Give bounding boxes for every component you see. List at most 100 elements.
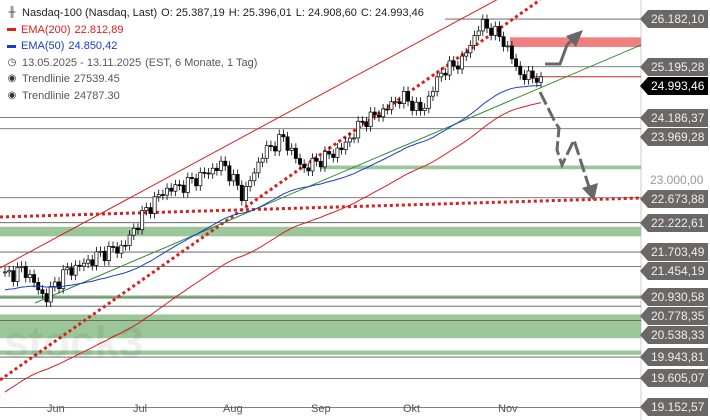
candle xyxy=(505,45,510,48)
candle xyxy=(111,246,115,248)
candle xyxy=(214,167,219,171)
candle xyxy=(268,145,273,147)
candle xyxy=(32,274,37,283)
month-label: Jun xyxy=(47,403,65,415)
arrow-head-icon xyxy=(566,30,583,47)
candle xyxy=(7,270,12,273)
candle xyxy=(451,60,456,67)
ema200-swatch-icon xyxy=(7,28,16,32)
candle xyxy=(148,207,153,214)
candle xyxy=(206,172,211,175)
candle xyxy=(140,210,145,231)
candle xyxy=(185,177,190,193)
candle xyxy=(273,145,278,152)
price-tag: 22.673,88 xyxy=(639,190,709,208)
candle xyxy=(57,281,61,289)
price-tag: 21.703,49 xyxy=(639,243,709,262)
price-tag: 26.182,10 xyxy=(639,10,709,29)
watermark: stock3 xyxy=(4,318,144,367)
candle xyxy=(322,151,327,168)
candle xyxy=(534,77,539,83)
candle xyxy=(318,160,323,168)
upper-channel-line xyxy=(0,0,498,269)
trendline-label[interactable]: Trendlinie xyxy=(22,73,70,85)
ema200-line xyxy=(4,102,542,393)
candle xyxy=(347,137,352,143)
dotted-support-trendline xyxy=(0,196,642,219)
candle xyxy=(86,259,91,264)
candle xyxy=(123,244,128,247)
target-icon: ◉ xyxy=(7,89,17,101)
candle xyxy=(281,134,286,138)
candle xyxy=(11,270,16,282)
candle xyxy=(422,107,427,111)
legend: ╫ Nasdaq-100 (Nasdaq, Last) O: 25.387,19… xyxy=(6,5,424,104)
price-tag: 24.186,37 xyxy=(639,108,709,127)
green-trendline xyxy=(34,44,642,304)
bullish-path-arrow xyxy=(545,38,574,66)
candle xyxy=(385,108,390,111)
candle xyxy=(310,157,315,172)
candle xyxy=(81,262,86,267)
candle xyxy=(293,147,298,159)
candle xyxy=(169,187,174,192)
month-label: Jul xyxy=(133,403,148,415)
trendline-value: 24787.30 xyxy=(73,89,120,102)
candle xyxy=(472,35,477,46)
open-value: O: 25.387,19 xyxy=(161,7,225,19)
candle xyxy=(530,70,535,79)
candle xyxy=(389,101,394,110)
price-tag: 19.943,81 xyxy=(639,348,709,367)
candle xyxy=(102,250,107,261)
instrument-title: Nasdaq-100 (Nasdaq, Last) xyxy=(22,7,158,19)
price-tag: 25.195,28 xyxy=(639,57,709,76)
candle xyxy=(497,25,502,37)
candle xyxy=(223,160,228,167)
candle xyxy=(455,65,460,70)
support-zone xyxy=(320,165,641,170)
trendline-label[interactable]: Trendlinie xyxy=(22,89,70,102)
month-label: Okt xyxy=(403,403,421,415)
candle xyxy=(289,147,294,151)
candle xyxy=(256,161,261,174)
candle xyxy=(252,172,257,182)
candle xyxy=(306,167,311,172)
price-tag: 21.454,19 xyxy=(639,262,709,281)
candle xyxy=(235,174,240,186)
month-label: Sep xyxy=(311,403,331,415)
month-label: Nov xyxy=(498,403,518,415)
candle xyxy=(239,184,244,201)
low-value: L: 24.908,60 xyxy=(295,7,357,19)
ema50-line xyxy=(4,84,542,291)
candle xyxy=(381,108,386,118)
candle xyxy=(368,111,373,127)
candle xyxy=(526,70,531,81)
candle xyxy=(69,267,74,276)
ema50-label[interactable]: EMA(50) xyxy=(21,40,65,52)
price-tag: 20.930,58 xyxy=(639,288,709,307)
price-tag: 23.969,28 xyxy=(639,127,709,146)
candle xyxy=(302,163,307,169)
candle xyxy=(152,196,157,214)
candle xyxy=(509,45,514,60)
candle xyxy=(501,36,506,47)
candle xyxy=(27,274,32,278)
ema200-label[interactable]: EMA(200) xyxy=(21,23,71,36)
candle xyxy=(52,281,57,287)
candle xyxy=(393,101,398,104)
candle xyxy=(352,137,356,140)
candle xyxy=(61,269,66,289)
candle xyxy=(514,58,519,67)
candle xyxy=(331,153,336,158)
candle xyxy=(119,244,124,254)
candle xyxy=(480,19,485,32)
candle xyxy=(410,100,415,111)
month-label: Aug xyxy=(223,403,243,415)
candle xyxy=(264,145,269,159)
candle xyxy=(40,289,45,294)
candle xyxy=(443,72,448,76)
candle xyxy=(227,165,232,182)
candle xyxy=(426,95,431,109)
